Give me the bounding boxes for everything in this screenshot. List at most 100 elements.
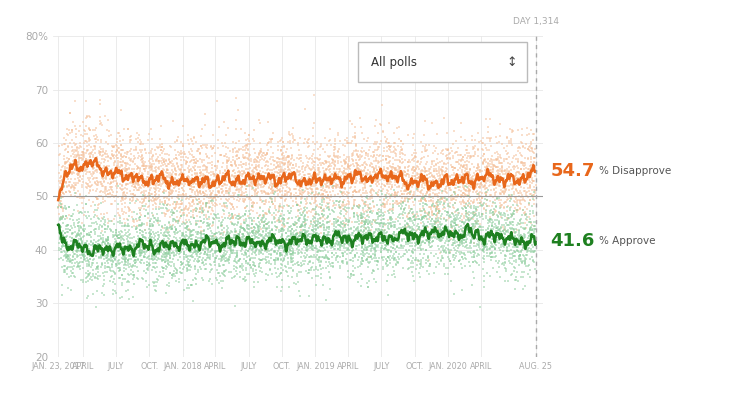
Point [350, 227, 362, 233]
Point [322, 164, 334, 170]
Point [520, 175, 532, 182]
Point [360, 150, 372, 156]
Point [444, 172, 456, 179]
Point [133, 171, 145, 177]
Point [93, 243, 106, 250]
Point [439, 271, 451, 277]
Point [339, 223, 351, 230]
Point [396, 156, 408, 162]
Point [134, 259, 146, 266]
Point [62, 222, 74, 228]
Point [250, 186, 262, 192]
Point [165, 243, 177, 249]
Point [354, 163, 366, 170]
Point [261, 249, 273, 255]
Point [491, 157, 503, 163]
Point [78, 162, 90, 169]
Point [161, 202, 173, 208]
Point [413, 180, 425, 186]
Point [75, 243, 87, 250]
Point [153, 187, 165, 194]
Point [334, 239, 346, 245]
Point [523, 144, 535, 150]
Point [464, 203, 477, 209]
Point [402, 266, 414, 273]
Point [139, 235, 151, 241]
Point [320, 172, 333, 178]
Point [256, 184, 268, 190]
Point [147, 152, 159, 158]
Point [194, 151, 206, 157]
Point [182, 211, 194, 218]
Point [351, 141, 363, 148]
Point [72, 171, 84, 178]
Point [185, 232, 197, 239]
Point [388, 274, 400, 280]
Point [198, 174, 210, 180]
Point [244, 182, 256, 188]
Point [136, 159, 148, 165]
Point [56, 164, 68, 170]
Point [474, 184, 486, 190]
Point [433, 261, 445, 267]
Point [238, 227, 250, 233]
Point [123, 279, 135, 285]
Point [476, 194, 488, 201]
Point [188, 258, 201, 264]
Point [446, 196, 458, 203]
Point [331, 253, 343, 259]
Point [292, 240, 304, 246]
Point [84, 253, 96, 259]
Point [350, 159, 362, 166]
Point [241, 271, 253, 277]
Point [477, 161, 489, 167]
Point [376, 180, 388, 187]
Point [367, 186, 379, 193]
Point [90, 304, 103, 310]
Point [297, 187, 309, 193]
Point [434, 258, 446, 265]
Point [115, 233, 127, 239]
Point [404, 243, 416, 249]
Point [78, 223, 90, 229]
Point [247, 244, 259, 250]
Point [282, 233, 294, 239]
Point [124, 164, 136, 171]
Point [313, 238, 325, 244]
Point [510, 243, 523, 249]
Point [290, 239, 302, 246]
Point [81, 215, 93, 221]
Point [69, 184, 81, 191]
Point [312, 219, 324, 225]
Point [521, 192, 533, 199]
Point [300, 230, 312, 236]
Point [236, 241, 248, 247]
Point [57, 181, 69, 188]
Point [508, 189, 520, 196]
Point [161, 205, 173, 212]
Point [185, 182, 198, 189]
Point [437, 215, 449, 221]
Point [437, 247, 449, 253]
Point [315, 205, 327, 211]
Point [423, 239, 435, 245]
Point [527, 178, 539, 184]
Point [186, 203, 198, 209]
Point [161, 249, 173, 255]
Point [423, 229, 435, 235]
Point [255, 245, 267, 251]
Point [449, 222, 461, 229]
Point [208, 259, 220, 265]
Point [225, 180, 238, 186]
Point [196, 209, 208, 215]
Point [398, 236, 410, 243]
Point [458, 171, 470, 177]
Point [69, 236, 81, 243]
Point [318, 231, 330, 238]
Point [204, 176, 216, 182]
Point [76, 252, 88, 258]
Point [408, 130, 420, 137]
Point [102, 250, 114, 256]
Point [223, 190, 235, 196]
Point [464, 249, 477, 256]
